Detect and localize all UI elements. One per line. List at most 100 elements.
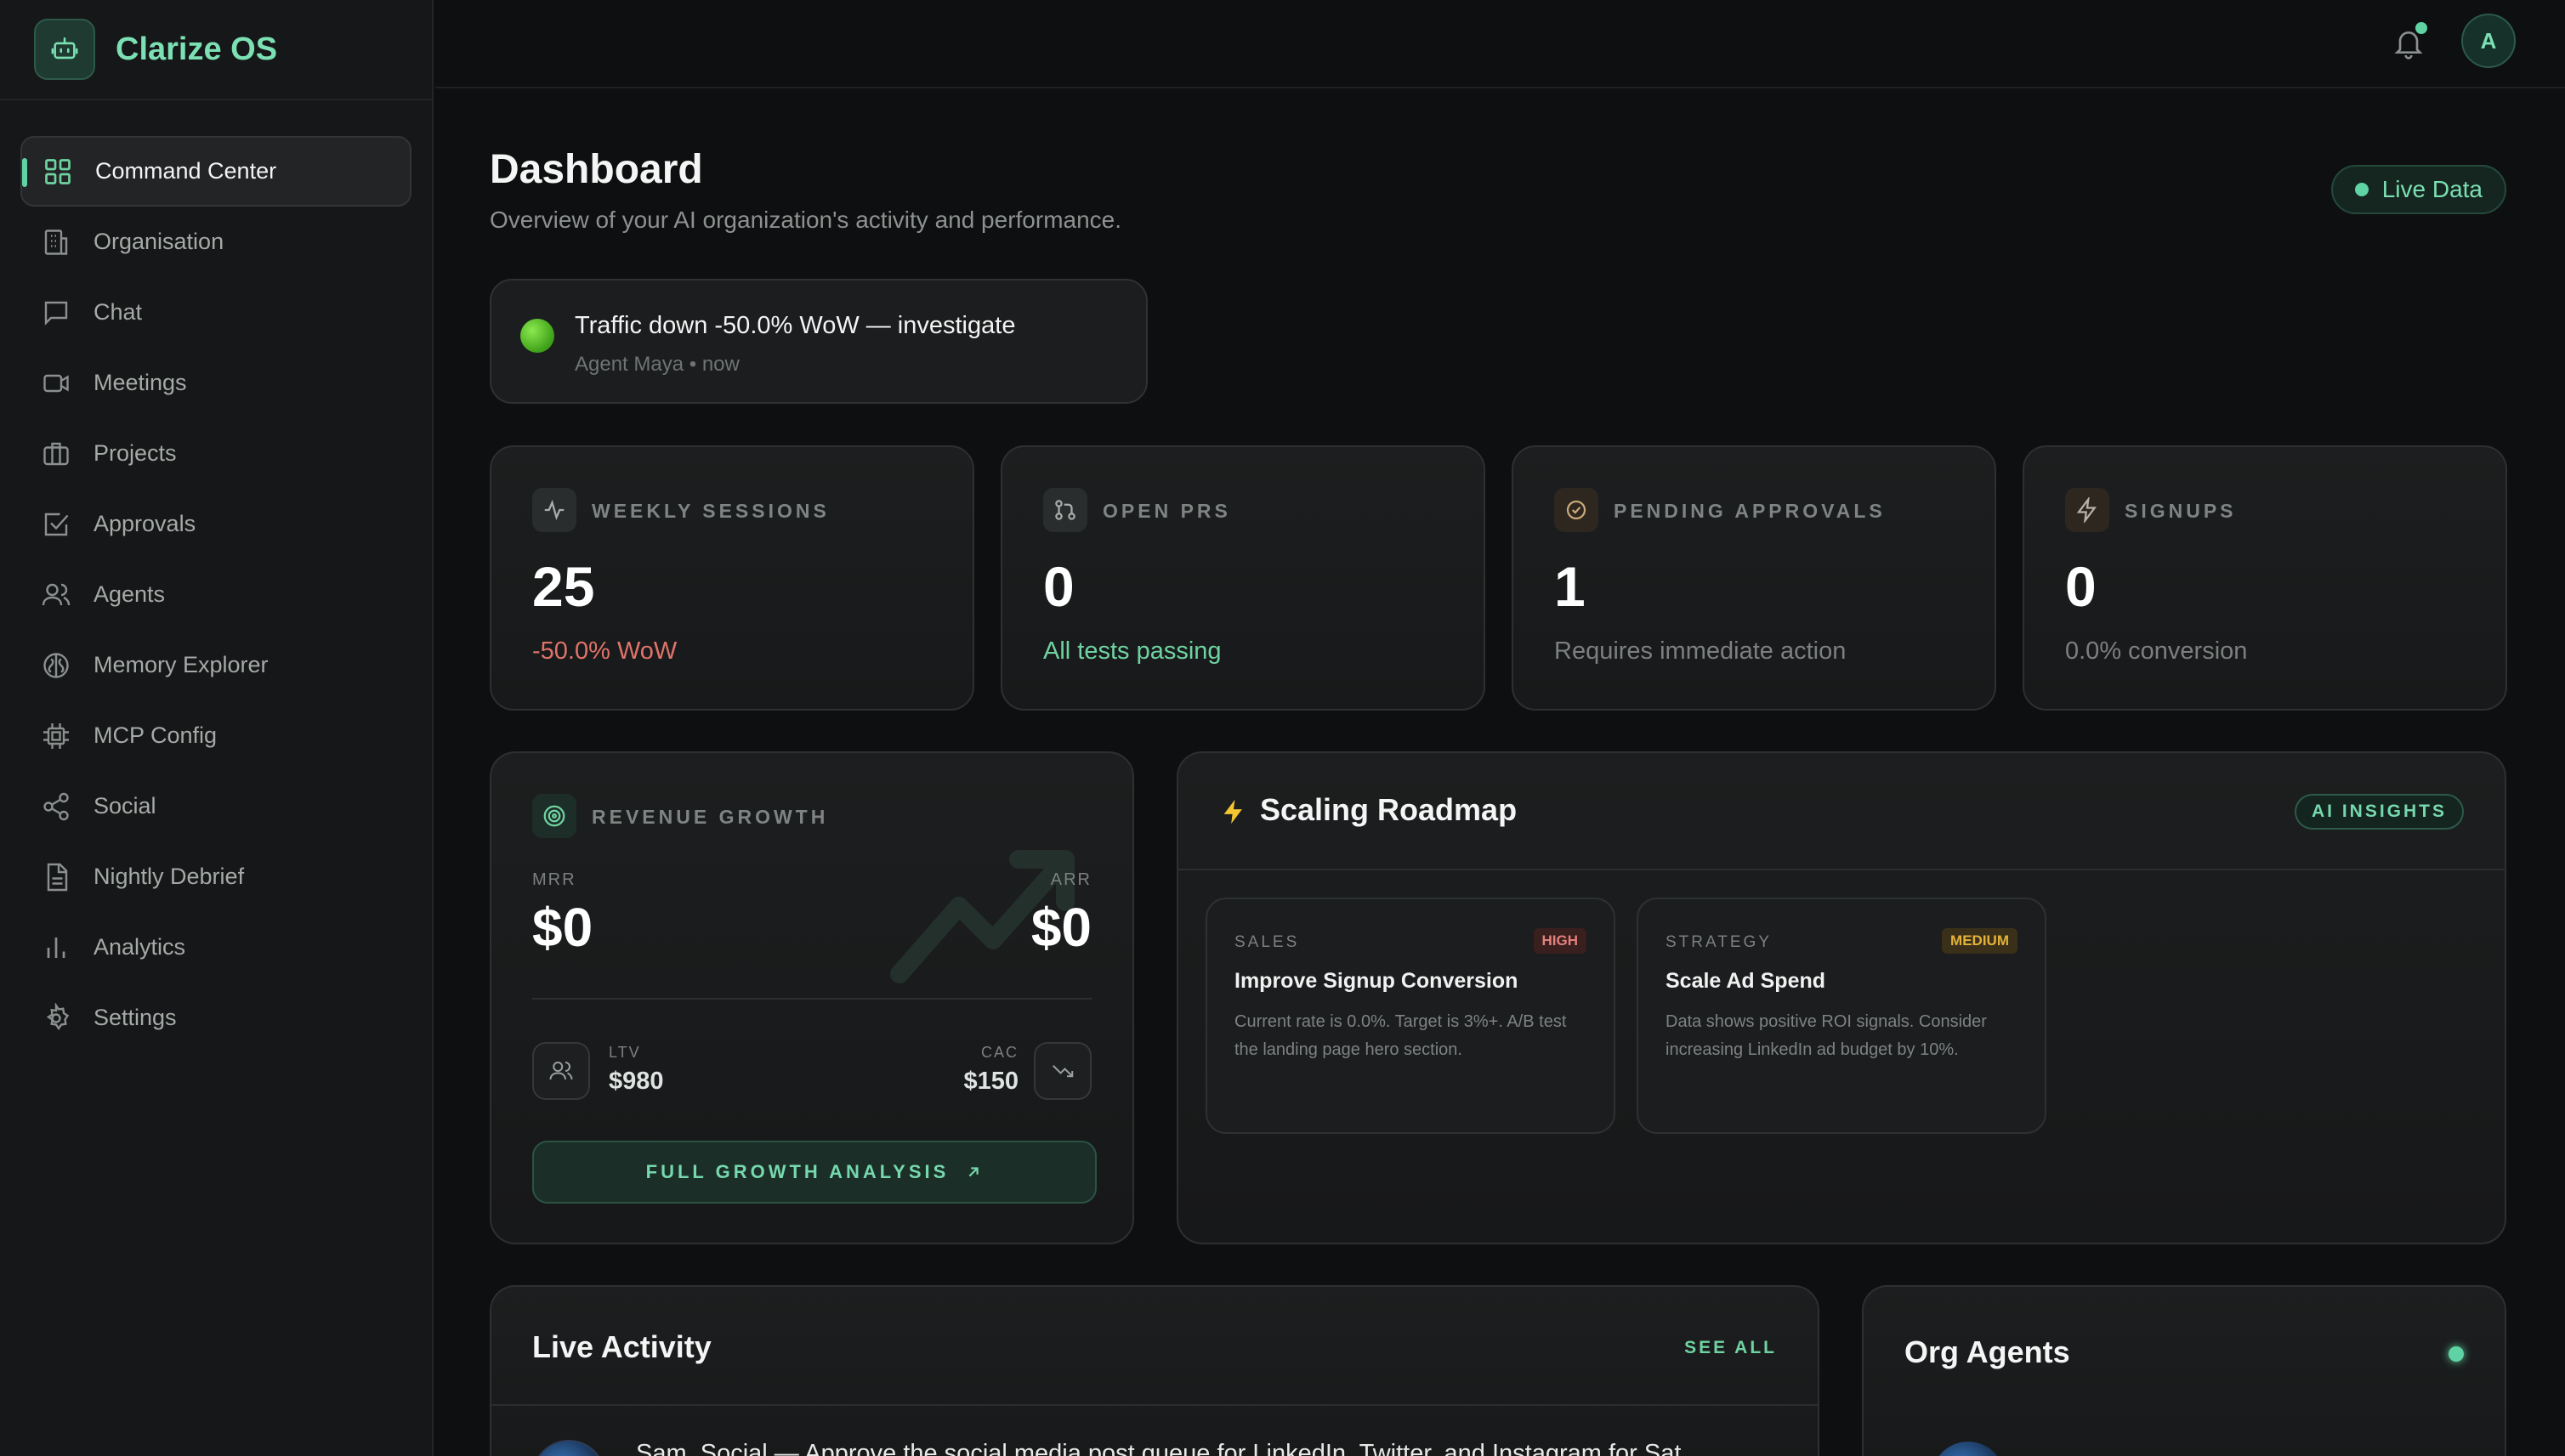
sidebar-item-label: Settings xyxy=(94,1005,177,1030)
avatar xyxy=(532,1440,605,1456)
avatar[interactable]: A xyxy=(2461,14,2516,68)
alert-time: now xyxy=(701,353,740,376)
stat-value: 25 xyxy=(532,555,595,618)
check-circle-icon xyxy=(1554,488,1598,532)
stat-card-open-prs[interactable]: OPEN PRS 0 All tests passing xyxy=(1001,445,1485,711)
alert-agent: Agent Maya xyxy=(575,353,684,376)
button-label: FULL GROWTH ANALYSIS xyxy=(645,1161,950,1182)
briefcase-icon xyxy=(43,442,69,465)
cac-label: CAC xyxy=(980,1044,1019,1061)
target-icon xyxy=(532,794,576,838)
live-data-badge[interactable]: Live Data xyxy=(2330,165,2506,214)
avatar xyxy=(1932,1442,2005,1456)
roadmap-card-body: Data shows positive ROI signals. Conside… xyxy=(1666,1012,1987,1059)
divider xyxy=(1178,869,2505,870)
roadmap-card-body: Current rate is 0.0%. Target is 3%+. A/B… xyxy=(1234,1012,1567,1059)
divider xyxy=(491,1404,1818,1406)
sidebar-item-agents[interactable]: Agents xyxy=(20,559,411,630)
sidebar-item-label: Analytics xyxy=(94,934,186,960)
sidebar-item-analytics[interactable]: Analytics xyxy=(20,912,411,983)
topbar: A xyxy=(435,0,2565,88)
activity-item-text[interactable]: Sam, Social — Approve the social media p… xyxy=(636,1440,1682,1456)
sidebar-item-meetings[interactable]: Meetings xyxy=(20,348,411,418)
stat-label: WEEKLY SESSIONS xyxy=(592,500,830,522)
sidebar-item-label: Agents xyxy=(94,581,166,607)
robot-icon xyxy=(34,19,95,80)
sidebar-item-social[interactable]: Social xyxy=(20,771,411,841)
status-dot-icon xyxy=(2449,1346,2464,1362)
scaling-roadmap-card: Scaling Roadmap AI INSIGHTS SALES HIGH I… xyxy=(1177,751,2506,1244)
sidebar-item-label: Command Center xyxy=(95,158,277,184)
sidebar-nav: Command Center Organisation Chat Meeting… xyxy=(0,100,432,1053)
ai-insights-badge: AI INSIGHTS xyxy=(2294,794,2464,830)
sidebar-item-settings[interactable]: Settings xyxy=(20,983,411,1053)
sidebar-item-command-center[interactable]: Command Center xyxy=(20,136,411,207)
users-icon xyxy=(532,1042,590,1100)
sidebar-item-approvals[interactable]: Approvals xyxy=(20,489,411,559)
brand[interactable]: Clarize OS xyxy=(0,0,432,100)
sidebar-item-label: Projects xyxy=(94,440,177,466)
sidebar-item-organisation[interactable]: Organisation xyxy=(20,207,411,277)
dot-separator: • xyxy=(689,353,702,376)
roadmap-category: SALES xyxy=(1234,933,1300,951)
sidebar-item-chat[interactable]: Chat xyxy=(20,277,411,348)
alert-title: Traffic down -50.0% WoW — investigate xyxy=(575,312,1016,339)
chip-icon xyxy=(43,722,69,749)
stat-card-signups[interactable]: SIGNUPS 0 0.0% conversion xyxy=(2023,445,2507,711)
activity-icon xyxy=(532,488,576,532)
live-dot-icon xyxy=(2354,183,2369,196)
stat-label: SIGNUPS xyxy=(2125,500,2237,522)
sidebar-item-label: Approvals xyxy=(94,511,196,536)
roadmap-card-strategy[interactable]: STRATEGY MEDIUM Scale Ad Spend Data show… xyxy=(1637,898,2046,1134)
stat-label: PENDING APPROVALS xyxy=(1614,500,1886,522)
live-activity-card: Live Activity SEE ALL Sam, Social — Appr… xyxy=(490,1285,1819,1456)
mrr-value: $0 xyxy=(532,897,593,958)
stat-label: OPEN PRS xyxy=(1103,500,1231,522)
roadmap-card-sales[interactable]: SALES HIGH Improve Signup Conversion Cur… xyxy=(1206,898,1615,1134)
arr-value: $0 xyxy=(1030,897,1092,958)
document-icon xyxy=(47,863,68,891)
share-icon xyxy=(43,792,69,820)
trend-up-icon xyxy=(890,850,1075,983)
sidebar-item-label: Organisation xyxy=(94,229,224,254)
video-icon xyxy=(43,374,69,392)
notification-dot xyxy=(2415,22,2427,34)
arr-label: ARR xyxy=(1050,870,1092,889)
users-icon xyxy=(42,583,71,605)
org-agents-card: Org Agents xyxy=(1862,1285,2506,1456)
cac-value: $150 xyxy=(963,1068,1019,1095)
alert-card[interactable]: Traffic down -50.0% WoW — investigate Ag… xyxy=(490,279,1148,404)
sidebar: Clarize OS Command Center Organisation C… xyxy=(0,0,434,1456)
sidebar-item-mcp-config[interactable]: MCP Config xyxy=(20,700,411,771)
stat-card-pending-approvals[interactable]: PENDING APPROVALS 1 Requires immediate a… xyxy=(1512,445,1996,711)
sidebar-item-memory-explorer[interactable]: Memory Explorer xyxy=(20,630,411,700)
stat-card-weekly-sessions[interactable]: WEEKLY SESSIONS 25 -50.0% WoW xyxy=(490,445,974,711)
priority-badge: HIGH xyxy=(1533,928,1586,954)
priority-badge: MEDIUM xyxy=(1942,928,2017,954)
trend-down-icon xyxy=(1034,1042,1092,1100)
stat-note: 0.0% conversion xyxy=(2065,637,2248,665)
stat-note: Requires immediate action xyxy=(1554,637,1847,665)
alert-meta: Agent Maya • now xyxy=(575,353,740,377)
revenue-title: REVENUE GROWTH xyxy=(592,806,829,828)
roadmap-title: Scaling Roadmap xyxy=(1260,792,1518,827)
notifications-button[interactable] xyxy=(2388,22,2429,63)
gear-icon xyxy=(46,1002,70,1030)
ltv-value: $980 xyxy=(609,1068,664,1095)
sidebar-item-label: Memory Explorer xyxy=(94,652,269,677)
sidebar-item-label: MCP Config xyxy=(94,722,218,748)
bolt-icon xyxy=(2065,488,2109,532)
see-all-link[interactable]: SEE ALL xyxy=(1684,1338,1777,1357)
sidebar-item-label: Social xyxy=(94,793,156,819)
sidebar-item-projects[interactable]: Projects xyxy=(20,418,411,489)
full-growth-analysis-button[interactable]: FULL GROWTH ANALYSIS xyxy=(532,1141,1097,1204)
page-subtitle: Overview of your AI organization's activ… xyxy=(490,207,1122,233)
bolt-icon xyxy=(1223,799,1242,824)
sidebar-item-nightly-debrief[interactable]: Nightly Debrief xyxy=(20,841,411,912)
ltv-label: LTV xyxy=(609,1044,641,1061)
mrr-label: MRR xyxy=(532,870,576,889)
brand-name: Clarize OS xyxy=(116,31,278,67)
page-title: Dashboard xyxy=(490,147,703,192)
stat-value: 0 xyxy=(1043,555,1075,618)
stat-value: 0 xyxy=(2065,555,2097,618)
